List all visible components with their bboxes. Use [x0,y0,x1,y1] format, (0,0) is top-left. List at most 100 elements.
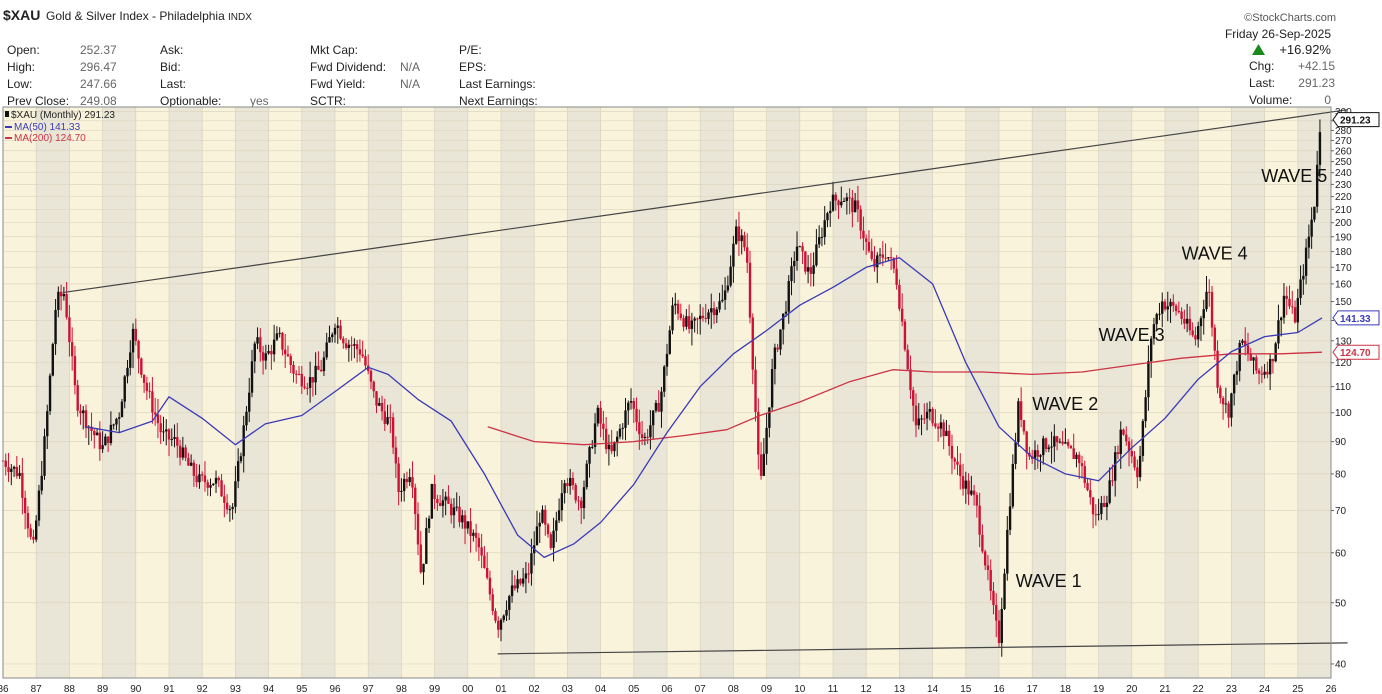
y-tick-label: 80 [1335,469,1347,480]
quote-label: Optionable: [160,94,221,108]
price-bar-body [394,447,398,464]
price-bar-body [1257,370,1261,374]
price-bar-body [1302,275,1305,280]
volume-value: 0 [1324,93,1331,107]
price-bar-body [303,386,306,388]
price-bar-body [1008,506,1012,530]
price-bar-body [142,374,146,383]
price-bar-body [557,510,561,521]
price-bar-body [646,436,649,438]
price-bar-body [477,537,481,548]
price-bar-body [1219,387,1222,399]
price-bar-body [765,427,768,454]
price-bar-body [1216,350,1219,388]
price-bar-body [220,480,223,497]
price-bar-body [1149,338,1153,362]
price-bar-body [1174,305,1178,311]
price-bar-body [699,315,702,320]
price-bar-body [914,405,918,426]
price-bar-body [414,487,417,514]
price-bar-body [236,461,240,482]
price-bar-body [391,417,395,448]
price-bar-body [223,496,226,503]
price-bar-body [585,463,588,488]
price-bar-body [1136,467,1139,478]
price-bar-body [342,338,345,344]
price-bar-body [679,313,683,319]
price-bar-body [1282,295,1286,318]
price-bar-body [1017,401,1020,443]
trendlines [62,109,1348,655]
price-bar-body [820,236,824,238]
chg-value: +42.15 [1298,59,1335,73]
year-band [301,107,335,678]
price-bar-body [806,267,810,272]
y-tick-label: 130 [1335,336,1352,347]
price-bar-body [1102,502,1106,507]
price-bar-body [228,509,232,511]
price-bar-body [1172,301,1175,306]
year-band [36,107,70,678]
change-percent: +16.92% [1279,42,1331,57]
price-bar-body [649,425,652,438]
price-bar-body [84,410,88,429]
year-band [899,107,933,678]
price-bar-body [497,620,500,630]
price-bar-body [198,474,201,483]
trendline [62,109,1348,294]
price-bar-body [1064,442,1067,444]
price-bar-body [400,490,403,492]
price-bar-body [596,407,600,424]
price-bar-body [308,377,312,388]
x-tick-label: 24 [1259,684,1271,694]
price-bar-body [1199,318,1203,327]
price-bar-body [270,351,273,355]
price-bar-body [355,344,359,350]
price-bar-body [483,555,486,569]
ma50-line [85,257,1323,559]
price-bar-body [867,241,871,252]
price-bar-body [1180,311,1183,319]
price-bar-body [32,536,35,540]
price-bar-body [1091,497,1095,515]
price-bar-body [1033,450,1037,459]
price-bar-body [654,402,658,411]
price-bar-body [148,390,151,392]
price-bar-body [1268,359,1272,375]
price-bar-body [1202,309,1205,319]
price-bar-body [37,490,41,521]
price-bar-body [325,342,328,358]
price-bar-body [737,226,741,242]
quote-value: 249.08 [80,94,117,108]
y-tick-label: 90 [1335,437,1347,448]
year-band [700,107,734,678]
price-bar-body [1246,345,1250,355]
price-bar-body [1083,466,1086,483]
price-bar-body [931,408,934,424]
quote-label: Ask: [160,43,183,57]
price-bar-body [68,317,71,343]
price-bar-body [59,291,63,297]
price-bar-body [865,238,868,242]
price-bar-body [444,496,447,501]
price-bar-body [1100,502,1103,515]
price-bar-body [1277,320,1280,344]
price-bar-body [682,318,685,327]
price-bar-body [566,483,569,487]
price-bar-body [380,402,384,412]
price-bar-body [795,246,799,261]
x-tick-label: 17 [1027,684,1039,694]
x-tick-label: 14 [927,684,939,694]
price-bar-body [834,194,837,201]
quote-label: EPS: [459,60,486,74]
price-bar-body [101,445,104,450]
price-bar-body [447,496,450,504]
year-band [169,107,203,678]
price-bar-body [491,594,494,612]
price-bar-body [815,244,818,266]
price-bar-body [367,365,370,371]
price-bar-body [331,334,334,338]
price-bar-body [1125,434,1128,442]
price-bar-body [721,299,724,302]
price-bar-body [1274,343,1277,362]
